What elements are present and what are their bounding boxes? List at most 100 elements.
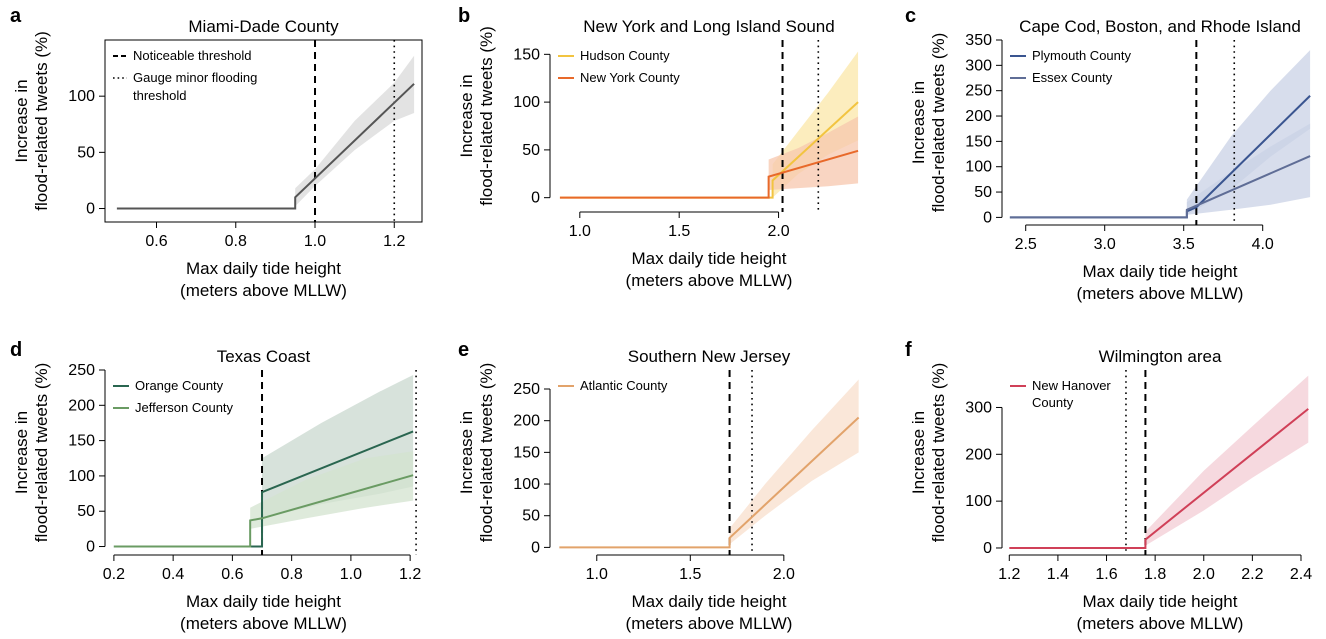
legend-gauge-label: Gauge minor flooding	[133, 70, 257, 85]
legend-label: New York County	[580, 70, 680, 85]
panel-e: 0 50 100 150 200 250 1.0 1.5 2.0 Southern New Jer…	[457, 339, 860, 633]
confidence-band	[1145, 375, 1309, 546]
legend-label: Orange County	[135, 378, 224, 393]
x-tick-label: 1.0	[340, 566, 362, 583]
x-tick-label: 1.0	[569, 223, 591, 240]
legend-gauge-label-line2: threshold	[133, 88, 186, 103]
panel-letter: d	[10, 339, 22, 361]
legend-label: County	[1032, 395, 1074, 410]
y-axis-label-line2: flood-related tweets (%)	[929, 33, 948, 213]
legend-label: Plymouth County	[1032, 48, 1131, 63]
y-tick-label: 300	[965, 57, 992, 74]
panel-letter: a	[10, 5, 22, 27]
confidence-band	[1186, 123, 1311, 215]
panel-title: Southern New Jersey	[628, 347, 791, 366]
x-tick-label: 1.5	[668, 223, 690, 240]
y-tick-label: 100	[513, 94, 540, 111]
y-tick-label: 0	[86, 539, 95, 556]
legend-label: Jefferson County	[135, 400, 234, 415]
y-tick-label: 250	[513, 381, 540, 398]
y-tick-label: 50	[522, 142, 540, 159]
legend-label: Hudson County	[580, 48, 670, 63]
series-line	[1009, 408, 1309, 549]
panel-letter: b	[458, 5, 470, 27]
x-tick-label: 4.0	[1252, 236, 1274, 253]
y-axis-label: Increase in	[457, 411, 476, 494]
y-tick-label: 150	[513, 444, 540, 461]
legend-noticeable-label: Noticeable threshold	[133, 48, 252, 63]
x-tick-label: 1.8	[1144, 566, 1166, 583]
x-tick-label: 1.2	[399, 566, 421, 583]
legend-label: Essex County	[1032, 70, 1113, 85]
x-axis-label-units: (meters above MLLW)	[180, 614, 347, 633]
y-tick-label: 0	[983, 209, 992, 226]
plot-frame	[104, 39, 423, 223]
legend-label: New Hanover	[1032, 378, 1111, 393]
panel-title: Texas Coast	[217, 347, 311, 366]
y-tick-label: 300	[965, 399, 992, 416]
x-axis-label-units: (meters above MLLW)	[1077, 284, 1244, 303]
panel-letter: c	[905, 5, 916, 27]
y-axis-label: Increase in	[457, 74, 476, 157]
x-tick-label: 1.0	[586, 566, 608, 583]
x-axis-label-units: (meters above MLLW)	[626, 271, 793, 290]
x-axis-label: Max daily tide height	[1083, 262, 1238, 281]
y-tick-label: 50	[522, 508, 540, 525]
y-tick-label: 100	[513, 476, 540, 493]
x-tick-label: 2.0	[773, 566, 795, 583]
panel-c: 0 50 100 150 200 250 300 350 2.5 3.0 3.5 4.0 Cape Co…	[905, 5, 1311, 303]
y-tick-label: 200	[965, 446, 992, 463]
y-tick-label: 150	[68, 433, 95, 450]
x-tick-label: 2.0	[1193, 566, 1215, 583]
x-tick-label: 0.8	[281, 566, 303, 583]
panel-title: Miami-Dade County	[188, 17, 339, 36]
x-tick-label: 2.4	[1290, 566, 1312, 583]
x-tick-label: 0.8	[225, 233, 247, 250]
y-axis-label-line2: flood-related tweets (%)	[929, 363, 948, 543]
x-axis-label: Max daily tide height	[186, 592, 341, 611]
y-axis-label-line2: flood-related tweets (%)	[32, 31, 51, 211]
x-tick-label: 0.6	[145, 233, 167, 250]
confidence-band	[729, 379, 859, 545]
y-tick-label: 200	[513, 413, 540, 430]
series-line	[559, 416, 860, 549]
panel-title: Cape Cod, Boston, and Rhode Island	[1019, 17, 1301, 36]
y-tick-label: 250	[68, 362, 95, 379]
panel-d: 0 50 100 150 200 250 0.2 0.4 0.6 0.8 1.0 1.2 Texas C…	[10, 339, 421, 633]
x-axis-label: Max daily tide height	[1083, 592, 1238, 611]
x-tick-label: 0.6	[221, 566, 243, 583]
y-tick-label: 100	[965, 493, 992, 510]
x-tick-label: 0.4	[162, 566, 184, 583]
x-tick-label: 1.0	[304, 233, 326, 250]
x-axis-label: Max daily tide height	[186, 259, 341, 278]
series-line	[559, 149, 859, 199]
y-axis-label-line2: flood-related tweets (%)	[477, 363, 496, 543]
confidence-band	[1186, 50, 1311, 215]
confidence-band	[768, 116, 859, 191]
series-line	[1009, 155, 1311, 219]
y-tick-label: 100	[68, 88, 95, 105]
panel-title: Wilmington area	[1099, 347, 1222, 366]
y-tick-label: 150	[965, 133, 992, 150]
y-tick-label: 0	[983, 540, 992, 557]
y-tick-label: 150	[513, 46, 540, 63]
y-axis-label: Increase in	[12, 79, 31, 162]
y-tick-label: 50	[77, 503, 95, 520]
panel-letter: e	[458, 339, 469, 361]
y-tick-label: 100	[68, 468, 95, 485]
confidence-band	[295, 55, 415, 207]
x-tick-label: 2.2	[1241, 566, 1263, 583]
x-axis-label-units: (meters above MLLW)	[1077, 614, 1244, 633]
y-tick-label: 200	[68, 397, 95, 414]
y-axis-label: Increase in	[909, 411, 928, 494]
x-axis-label-units: (meters above MLLW)	[180, 281, 347, 300]
y-tick-label: 0	[86, 201, 95, 218]
x-tick-label: 0.2	[103, 566, 125, 583]
x-axis-label: Max daily tide height	[632, 249, 787, 268]
x-tick-label: 1.2	[998, 566, 1020, 583]
y-tick-label: 200	[965, 108, 992, 125]
x-tick-label: 1.2	[383, 233, 405, 250]
x-axis-label: Max daily tide height	[632, 592, 787, 611]
y-axis-label-line2: flood-related tweets (%)	[477, 26, 496, 206]
